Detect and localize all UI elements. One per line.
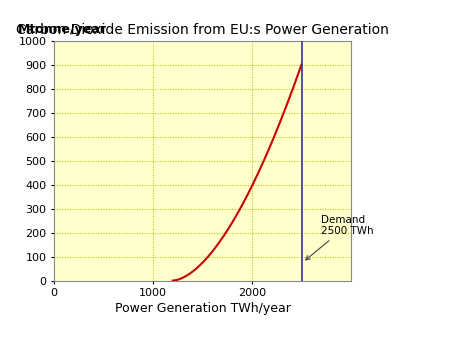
Text: Demand
2500 TWh: Demand 2500 TWh	[306, 215, 374, 260]
X-axis label: Power Generation TWh/year: Power Generation TWh/year	[115, 303, 290, 315]
Title: Carbon Dioxide Emission from EU:s Power Generation: Carbon Dioxide Emission from EU:s Power …	[16, 23, 389, 37]
Text: Mtonne/year: Mtonne/year	[18, 23, 107, 36]
